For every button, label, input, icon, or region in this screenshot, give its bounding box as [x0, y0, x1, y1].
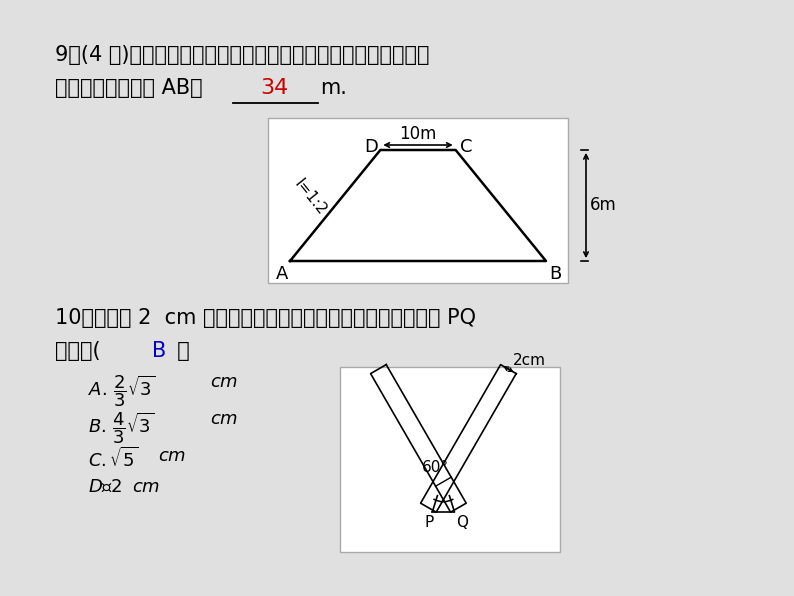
- Text: 9．(4 分)如图，一铁路路基的横断面为等腰梯形，根据图中数据: 9．(4 分)如图，一铁路路基的横断面为等腰梯形，根据图中数据: [55, 45, 430, 65]
- Text: C: C: [460, 138, 472, 156]
- Text: $cm$: $cm$: [210, 410, 238, 428]
- Text: D: D: [364, 138, 378, 156]
- Text: $A.\,\dfrac{2}{3}\sqrt{3}$: $A.\,\dfrac{2}{3}\sqrt{3}$: [88, 373, 156, 409]
- Text: $C.\sqrt{5}$: $C.\sqrt{5}$: [88, 447, 138, 471]
- Text: B: B: [152, 341, 166, 361]
- Text: 10．将宽为 2  cm 的长方形纸条折叠成如图的形状，那么折痕 PQ: 10．将宽为 2 cm 的长方形纸条折叠成如图的形状，那么折痕 PQ: [55, 308, 476, 328]
- Text: I=1:2: I=1:2: [291, 176, 330, 218]
- Bar: [268, 118, 568, 283]
- Text: ）: ）: [164, 341, 190, 361]
- Text: m.: m.: [320, 78, 347, 98]
- Text: 6m: 6m: [590, 197, 617, 215]
- Text: 的长是(: 的长是(: [55, 341, 114, 361]
- Text: B: B: [549, 265, 561, 283]
- Text: 计算路基的下底宽 AB＝: 计算路基的下底宽 AB＝: [55, 78, 202, 98]
- Text: $B.\,\dfrac{4}{3}\sqrt{3}$: $B.\,\dfrac{4}{3}\sqrt{3}$: [88, 410, 155, 446]
- Text: 2cm: 2cm: [512, 353, 545, 368]
- Text: 10m: 10m: [399, 125, 437, 143]
- Text: 34: 34: [260, 78, 288, 98]
- Text: Q: Q: [457, 515, 468, 530]
- Text: $cm$: $cm$: [158, 447, 187, 465]
- Text: P: P: [425, 515, 434, 530]
- Bar: [340, 367, 560, 552]
- Text: $cm$: $cm$: [210, 373, 238, 391]
- Text: A: A: [276, 265, 288, 283]
- Text: 60°: 60°: [422, 460, 449, 474]
- Text: $cm$: $cm$: [132, 478, 160, 496]
- Text: $D．2$: $D．2$: [88, 478, 122, 496]
